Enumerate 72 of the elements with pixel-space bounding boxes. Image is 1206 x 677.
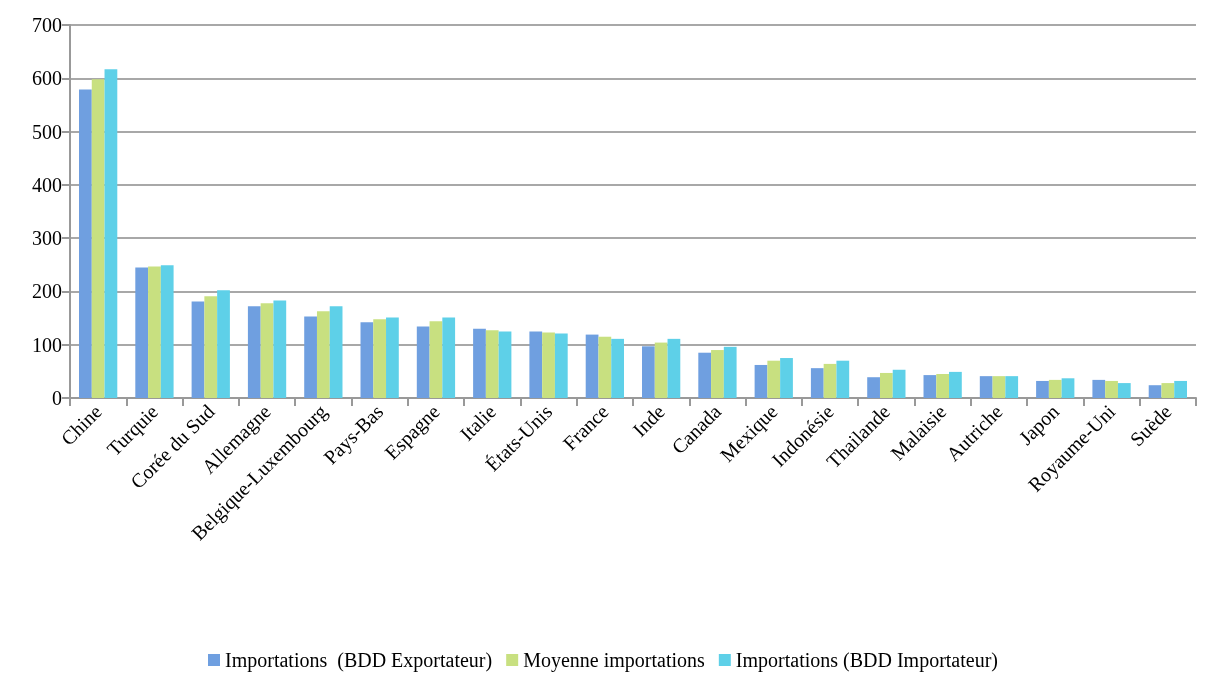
y-tick-label: 200 [32,280,62,303]
bar [91,79,105,398]
bar [836,360,850,398]
bar [1048,379,1062,398]
bar [823,363,837,398]
bar [104,69,118,398]
bar [1161,383,1175,398]
bar [892,369,906,398]
y-tick-label: 0 [52,387,62,409]
bar [416,326,430,398]
bar [498,331,512,398]
legend-label: Importations (BDD Importateur) [735,649,998,672]
bar [442,317,456,398]
bar [979,376,993,398]
bar [667,338,681,398]
bar [780,358,793,398]
bar [260,303,274,398]
y-tick-label: 100 [32,333,62,356]
bar [1036,380,1049,398]
bar [936,374,950,398]
bar [767,360,781,398]
bar [1105,380,1118,398]
bar [611,338,624,398]
bar [373,319,387,398]
bar [79,89,92,398]
y-tick-label: 700 [32,14,62,36]
y-tick-label: 300 [32,227,62,250]
bar [923,375,937,398]
bar [191,301,205,398]
x-tick-label: Inde [628,400,670,441]
bar [1117,383,1131,398]
bar [879,372,893,398]
bar [386,317,399,398]
bar [148,266,161,398]
bar [160,265,174,398]
bar [485,330,499,398]
bar [585,334,599,398]
bar [529,331,543,398]
legend-label: Moyenne importations [523,649,706,672]
bar [429,321,443,398]
bar [754,364,768,398]
bar [867,377,880,398]
bar [698,352,712,398]
bar [1174,380,1187,398]
bar [135,267,149,398]
bar [473,328,486,398]
y-tick-label: 500 [32,120,62,143]
bar [598,336,612,398]
y-tick-label: 400 [32,173,62,196]
bar [723,346,737,398]
bar [217,290,230,398]
bar [949,371,962,398]
bar [711,350,724,398]
bar [654,342,668,398]
bar [247,306,261,398]
bar [204,296,218,398]
bar [810,368,824,398]
bar [642,346,655,398]
legend-label: Importations (BDD Exportateur) [225,649,493,672]
bar [329,306,343,398]
bar [1092,379,1106,398]
bar [1061,378,1075,398]
bar [360,322,374,398]
bar [992,376,1006,398]
bar [1148,385,1162,398]
bar [273,300,287,398]
y-tick-label: 600 [32,67,62,90]
bar [304,316,317,398]
bar [1005,376,1019,398]
bar [542,332,555,398]
bar [316,311,330,398]
bar [554,333,568,398]
